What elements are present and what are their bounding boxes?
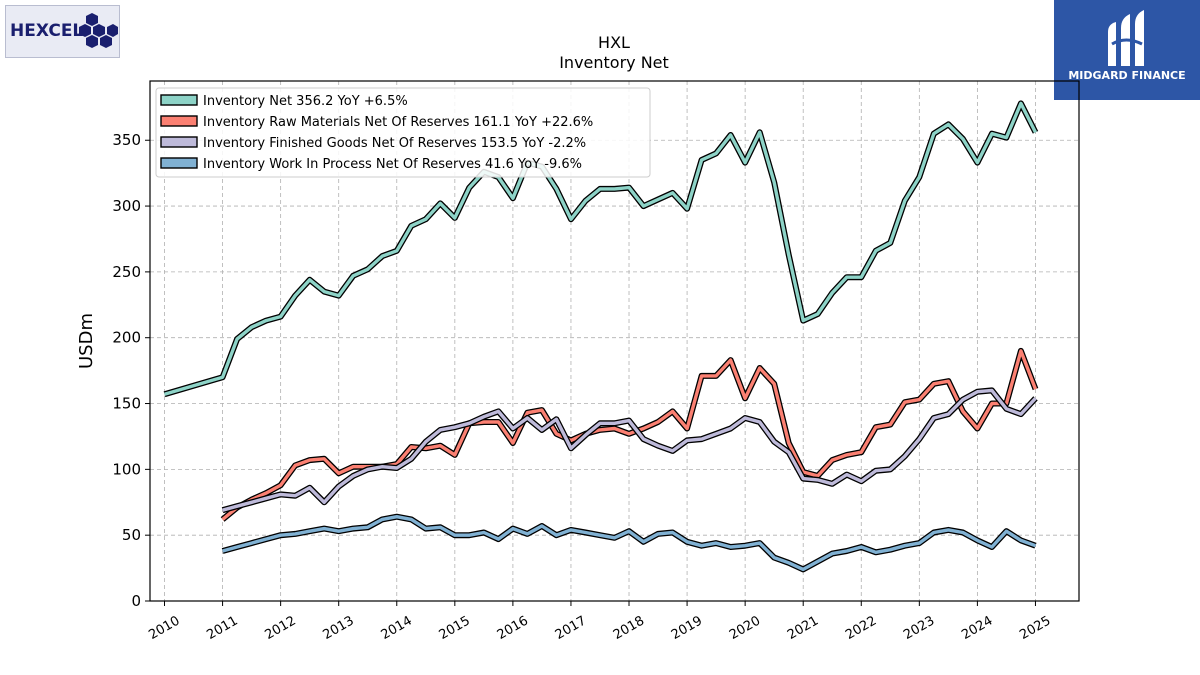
legend-swatch bbox=[160, 115, 198, 127]
legend-entry: Inventory Raw Materials Net Of Reserves … bbox=[203, 115, 593, 130]
hexcel-logo-text: HEXCEL bbox=[10, 21, 84, 41]
y-tick-label: 350 bbox=[112, 131, 141, 149]
y-tick-label: 200 bbox=[112, 329, 141, 347]
x-tick-label: 2024 bbox=[959, 613, 995, 643]
midgard-finance-logo: MIDGARD FINANCE bbox=[1054, 0, 1200, 100]
y-tick-label: 0 bbox=[131, 592, 141, 610]
x-tick-label: 2010 bbox=[146, 613, 182, 643]
x-tick-label: 2025 bbox=[1017, 613, 1053, 643]
y-axis-label: USDm bbox=[76, 313, 97, 369]
legend-swatch bbox=[160, 94, 198, 106]
x-tick-label: 2016 bbox=[495, 613, 531, 643]
y-tick-label: 150 bbox=[112, 395, 141, 413]
legend-entry: Inventory Finished Goods Net Of Reserves… bbox=[203, 136, 586, 151]
x-tick-label: 2013 bbox=[321, 613, 357, 643]
x-tick-label: 2022 bbox=[843, 613, 879, 643]
legend-entry: Inventory Net 356.2 YoY +6.5% bbox=[203, 94, 408, 109]
x-tick-label: 2018 bbox=[611, 613, 647, 643]
x-tick-label: 2023 bbox=[901, 613, 937, 643]
y-tick-label: 300 bbox=[112, 197, 141, 215]
x-tick-label: 2020 bbox=[727, 613, 763, 643]
midgard-finance-text: MIDGARD FINANCE bbox=[1068, 69, 1186, 82]
x-axis: 2010 2011 2012 2013 2014 2015 2016 2017 2018 2019… bbox=[146, 601, 1053, 643]
series-line bbox=[222, 388, 1037, 512]
x-tick-label: 2017 bbox=[553, 613, 589, 643]
hexcel-logo: HEXCEL bbox=[5, 5, 120, 58]
chart-title: HXL bbox=[598, 33, 630, 52]
x-tick-label: 2019 bbox=[669, 613, 705, 643]
y-axis: 0 50 100 150 200 250 300 350 bbox=[112, 131, 150, 610]
x-tick-label: 2014 bbox=[379, 613, 415, 643]
y-tick-label: 250 bbox=[112, 263, 141, 281]
legend: Inventory Net 356.2 YoY +6.5% Inventory R… bbox=[155, 87, 651, 178]
midgard-emblem-icon bbox=[1108, 10, 1144, 66]
series-line bbox=[221, 349, 1038, 521]
legend-swatch bbox=[160, 136, 198, 148]
x-tick-label: 2012 bbox=[262, 613, 298, 643]
x-tick-label: 2015 bbox=[437, 613, 473, 643]
legend-entry: Inventory Work In Process Net Of Reserve… bbox=[203, 157, 582, 172]
y-tick-label: 50 bbox=[122, 526, 141, 544]
legend-swatch bbox=[160, 157, 198, 169]
y-tick-label: 100 bbox=[112, 460, 141, 478]
chart-subtitle: Inventory Net bbox=[559, 53, 669, 72]
legend-box bbox=[155, 87, 651, 178]
plot-area-frame bbox=[149, 80, 1080, 602]
series-layer bbox=[163, 100, 1039, 573]
x-tick-label: 2021 bbox=[785, 613, 821, 643]
hexagon-cluster-icon bbox=[79, 13, 118, 48]
series-line bbox=[164, 101, 1038, 396]
x-tick-label: 2011 bbox=[204, 613, 240, 643]
series-line-outline bbox=[221, 387, 1038, 514]
series-line bbox=[222, 515, 1037, 572]
